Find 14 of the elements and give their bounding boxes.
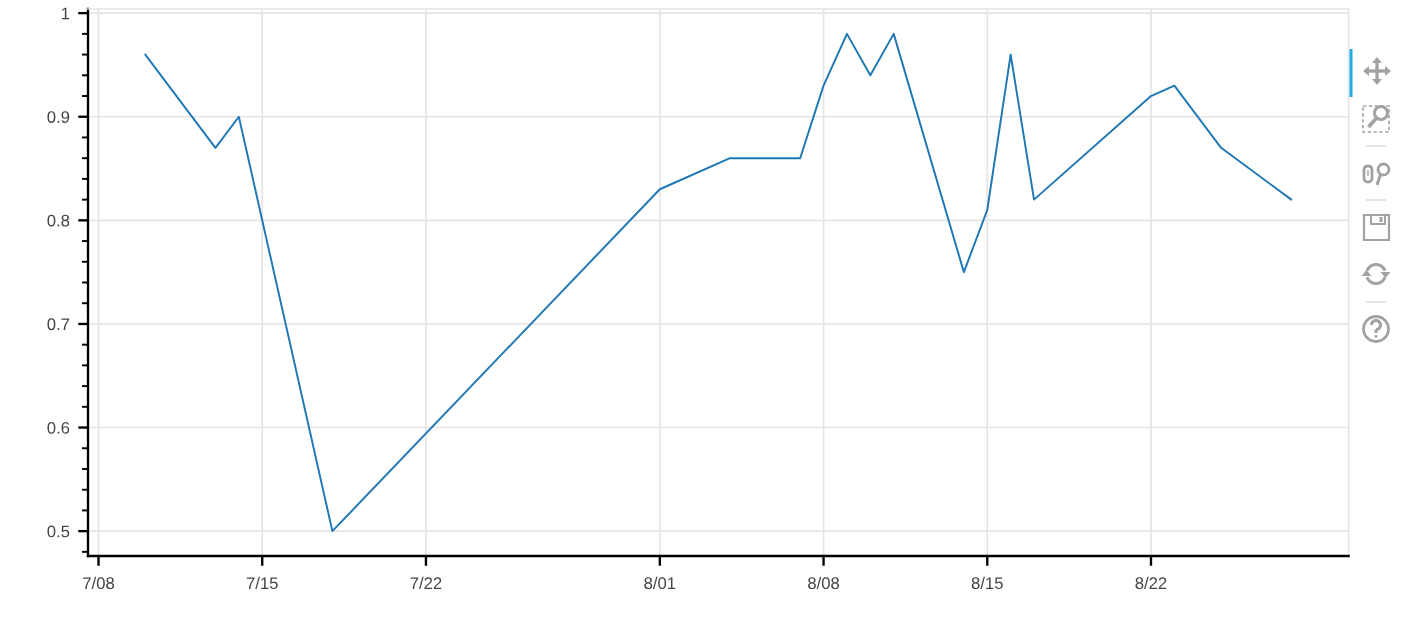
- y-tick-label: 0.8: [47, 214, 70, 227]
- y-tick-label: 0.5: [47, 525, 70, 538]
- y-tick-label: 0.9: [47, 111, 70, 123]
- x-tick-label: 8/08: [808, 576, 840, 590]
- x-tick-label: 8/01: [644, 576, 676, 590]
- x-tick-label: 7/15: [246, 576, 278, 590]
- x-tick-label: 8/22: [1135, 576, 1167, 590]
- x-tick-label: 7/08: [83, 576, 115, 590]
- y-tick-label: 1: [61, 7, 70, 20]
- x-tick-label: 7/22: [410, 576, 442, 590]
- y-tick-label: 0.7: [47, 318, 70, 331]
- x-tick-label: 8/15: [971, 576, 1003, 590]
- y-tick-label: 0.6: [47, 421, 70, 434]
- line-series: [144, 32, 1293, 533]
